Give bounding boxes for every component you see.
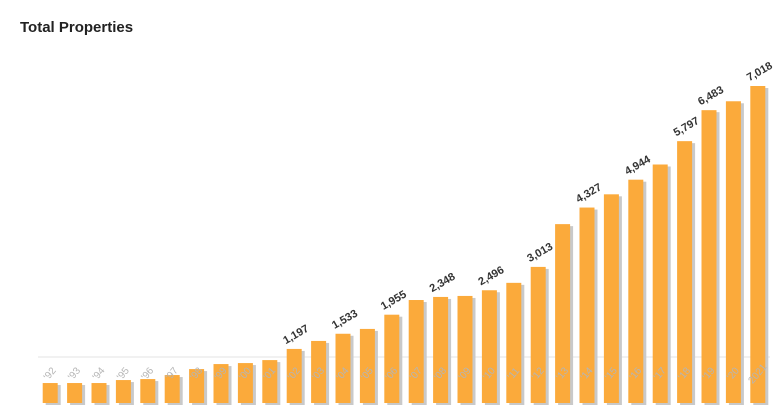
bar — [335, 333, 351, 403]
bar — [677, 141, 693, 403]
bar — [91, 383, 107, 403]
value-label: 3,013 — [525, 241, 555, 265]
bar — [481, 290, 497, 403]
bar — [237, 363, 253, 403]
bar — [140, 379, 156, 403]
bar — [359, 328, 375, 403]
bar — [530, 266, 546, 403]
bar — [42, 383, 58, 403]
value-label: 1,533 — [330, 308, 360, 332]
x-tick-label: '93 — [66, 365, 83, 382]
value-label: 1,955 — [379, 289, 409, 313]
bar — [628, 179, 644, 403]
bar — [603, 194, 619, 403]
bar — [311, 340, 327, 403]
value-label: 6,483 — [696, 84, 726, 108]
bar — [579, 207, 595, 403]
value-label: 2,496 — [476, 264, 506, 288]
value-label: 2,348 — [428, 271, 458, 295]
bar — [189, 369, 205, 403]
bar — [262, 360, 278, 403]
bar — [555, 224, 571, 403]
bar — [213, 364, 229, 403]
bar — [701, 110, 717, 404]
bar — [384, 314, 400, 403]
bar — [506, 282, 522, 403]
value-label: 1,197 — [281, 323, 311, 347]
bar — [725, 101, 741, 404]
bar — [115, 380, 131, 403]
value-label: 4,944 — [623, 153, 654, 178]
bar — [408, 300, 424, 403]
value-label: 7,018 — [745, 60, 773, 84]
bar — [67, 383, 83, 403]
bar — [286, 348, 302, 403]
value-label: 4,327 — [574, 181, 604, 205]
x-tick-label: '94 — [91, 365, 108, 382]
bar — [652, 164, 668, 403]
bar — [164, 375, 180, 403]
chart-title: Total Properties — [20, 19, 133, 36]
x-tick-label: '92 — [42, 365, 59, 382]
bar — [433, 296, 449, 403]
value-label: 5,797 — [672, 115, 702, 139]
bar — [750, 86, 766, 403]
x-tick-label: '95 — [115, 365, 132, 382]
bar — [457, 295, 473, 403]
